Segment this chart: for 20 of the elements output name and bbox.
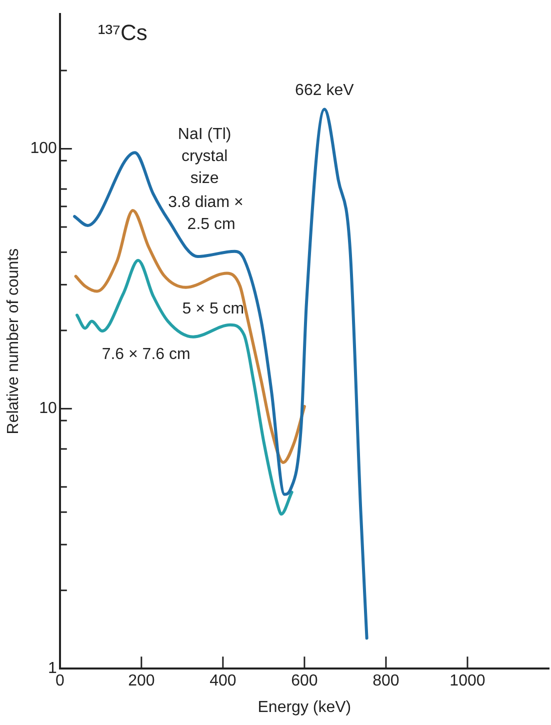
x-tick-label: 200 xyxy=(128,672,155,690)
series-label: 3.8 diam × 2.5 cm xyxy=(168,194,244,234)
annotation: 662 keV xyxy=(295,82,354,100)
line-series xyxy=(73,108,368,640)
line-series xyxy=(74,208,306,464)
y-tick-label: 10 xyxy=(39,400,57,418)
x-axis-title: Energy (keV) xyxy=(258,698,352,716)
y-tick-label: 100 xyxy=(30,140,57,158)
x-tick-label: 600 xyxy=(291,672,318,690)
line-series xyxy=(76,258,294,516)
series-label: 5 × 5 cm xyxy=(182,300,244,318)
chart-title: ¹³⁷Cs xyxy=(98,20,148,45)
y-tick-label: 1 xyxy=(48,660,57,678)
x-tick-label: 0 xyxy=(55,672,64,690)
y-axis-title: Relative number of counts xyxy=(5,248,22,434)
x-tick-label: 1000 xyxy=(450,672,486,690)
x-tick-label: 800 xyxy=(372,672,400,690)
legend-title: NaI (Tl) crystal size xyxy=(178,126,232,187)
series-label: 7.6 × 7.6 cm xyxy=(102,346,190,364)
x-tick-label: 400 xyxy=(210,672,236,690)
